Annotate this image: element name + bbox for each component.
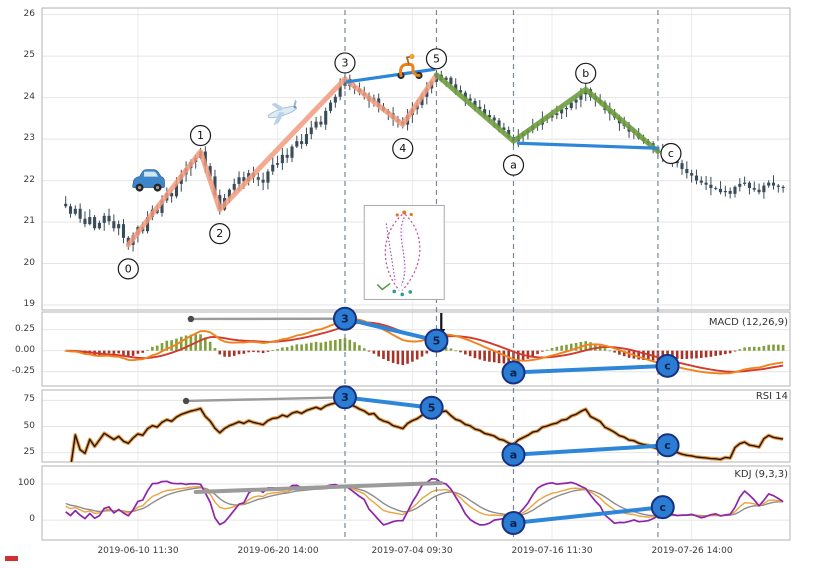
- y-tick-label: 25: [23, 447, 35, 457]
- svg-text:a: a: [510, 366, 517, 379]
- indicator-badge-3: 3: [332, 385, 357, 410]
- corner-mark: [5, 556, 18, 561]
- scooter-icon: [397, 53, 423, 80]
- indicator-badge-c: c: [650, 495, 675, 520]
- measure-dot: [187, 315, 195, 323]
- car-icon: [132, 169, 165, 192]
- y-tick-label: 21: [23, 216, 35, 226]
- trendline: [345, 67, 436, 84]
- y-tick-label: 100: [17, 478, 35, 488]
- connector-line: [342, 316, 439, 343]
- svg-text:5: 5: [433, 52, 440, 65]
- wave-badge-1: 1: [189, 124, 212, 147]
- x-tick-label: 2019-07-04 09:30: [371, 546, 453, 556]
- measure-line: [184, 396, 347, 403]
- y-tick-label: 50: [23, 421, 35, 431]
- y-tick-label: 25: [23, 50, 35, 60]
- svg-text:2: 2: [216, 227, 223, 240]
- y-tick-label: 0.25: [14, 324, 35, 334]
- y-tick-label: 26: [23, 9, 35, 19]
- y-tick-label: 24: [23, 92, 35, 102]
- indicator-badge-5: 5: [419, 395, 444, 420]
- svg-text:1: 1: [197, 129, 204, 142]
- y-tick-label: 22: [23, 175, 35, 185]
- wave-badge-b: b: [575, 62, 597, 84]
- y-tick-label: 0.00: [14, 345, 35, 355]
- macd-panel: [41, 311, 791, 387]
- impulse-wave-line: [125, 72, 439, 248]
- svg-text:3: 3: [341, 313, 349, 326]
- connector-line: [511, 443, 670, 457]
- svg-text:c: c: [664, 439, 671, 452]
- svg-text:3: 3: [341, 56, 348, 69]
- svg-text:c: c: [668, 147, 674, 160]
- indicator-badge-a: a: [501, 511, 526, 536]
- y-tick-label: 75: [23, 394, 35, 404]
- rsi-title: RSI 14: [755, 391, 788, 402]
- correction-wave-line: [434, 72, 661, 154]
- svg-text:0: 0: [125, 262, 132, 275]
- wave-badge-4: 4: [392, 137, 414, 160]
- y-tick-label: 0: [29, 514, 35, 524]
- svg-text:3: 3: [341, 391, 349, 404]
- roller-coaster-inset: [363, 204, 445, 300]
- connector-line: [511, 363, 670, 375]
- measure-dot: [182, 397, 190, 405]
- airplane-icon: [267, 99, 298, 126]
- x-tick-label: 2019-07-16 11:30: [511, 546, 593, 556]
- svg-text:5: 5: [433, 334, 441, 347]
- indicator-badge-a: a: [501, 360, 526, 385]
- wave-badge-2: 2: [209, 223, 231, 245]
- indicator-badge-5: 5: [424, 328, 449, 353]
- indicator-badge-a: a: [501, 442, 526, 467]
- trendline: [516, 141, 660, 150]
- svg-text:b: b: [582, 67, 589, 80]
- x-tick-label: 2019-07-26 14:00: [651, 546, 733, 556]
- connector-line: [511, 505, 665, 526]
- wave-badge-a: a: [502, 154, 525, 176]
- x-tick-label: 2019-06-10 11:30: [97, 546, 179, 556]
- y-tick-label: 23: [23, 133, 35, 143]
- y-tick-label: 20: [23, 258, 35, 268]
- y-tick-label: 19: [23, 299, 35, 309]
- svg-text:c: c: [659, 501, 666, 514]
- macd-title: MACD (12,26,9): [708, 317, 788, 328]
- indicator-badge-3: 3: [332, 306, 357, 331]
- svg-text:a: a: [510, 159, 517, 172]
- connector-line: [342, 395, 434, 410]
- wave-badge-0: 0: [117, 258, 139, 280]
- svg-text:a: a: [510, 448, 517, 461]
- indicator-badge-c: c: [655, 353, 680, 378]
- svg-text:a: a: [510, 517, 517, 530]
- svg-text:c: c: [664, 360, 671, 373]
- wave-badge-c: c: [660, 142, 682, 165]
- x-tick-label: 2019-06-20 14:00: [237, 546, 319, 556]
- wave-badge-3: 3: [334, 52, 356, 74]
- wave-badge-5: 5: [425, 48, 448, 70]
- indicator-badge-c: c: [655, 433, 680, 458]
- svg-text:5: 5: [428, 402, 436, 415]
- y-tick-label: -0.25: [11, 366, 35, 376]
- kdj-title: KDJ (9,3,3): [734, 469, 788, 480]
- svg-text:4: 4: [399, 142, 406, 155]
- measure-line: [193, 480, 444, 494]
- kdj-panel: [41, 465, 791, 541]
